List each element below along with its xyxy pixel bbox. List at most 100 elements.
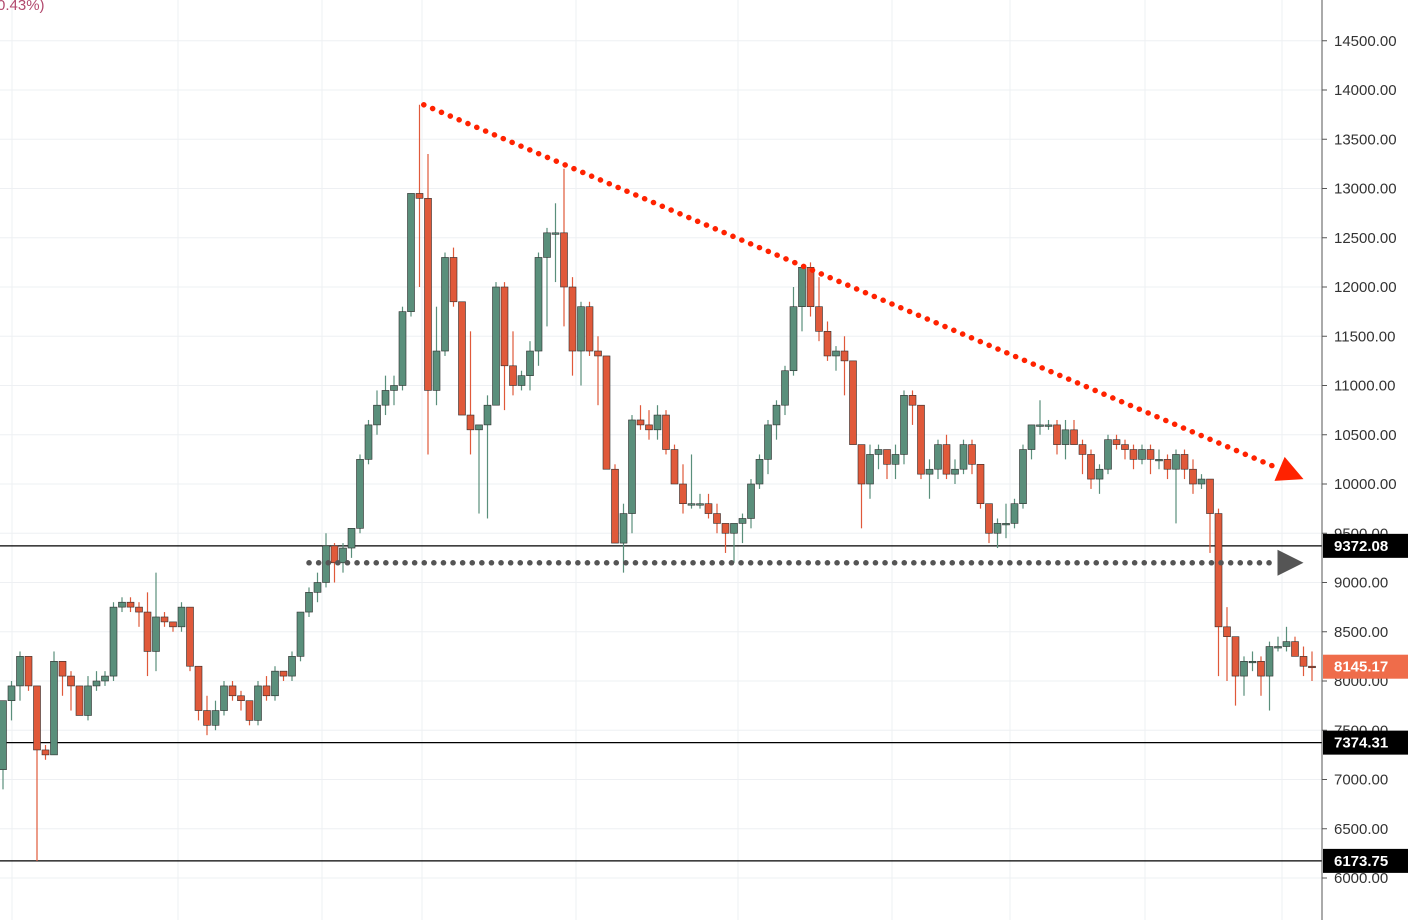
candle-body [58,660,67,677]
candle-body [1010,503,1019,524]
grid-lines [0,0,1322,920]
candle [1138,444,1146,465]
annotation-line-0[interactable] [421,102,1283,472]
candle-body [704,503,713,514]
candle-body [296,611,305,657]
candle [279,670,288,681]
candle-body [50,660,58,756]
candle-body [356,459,364,529]
candle-body [645,424,653,431]
candle-body [126,601,135,608]
candle-body [585,306,594,352]
candle-body [568,286,577,352]
candle [534,252,543,366]
candle [764,419,772,475]
candle-body [458,301,466,416]
axis-tick-label: 13000.00 [1334,181,1397,198]
candle-body [407,193,415,312]
candle [211,700,220,731]
candle [24,656,33,691]
candle [976,463,985,509]
axis-tick-label: 11000.00 [1334,378,1395,395]
price-axis[interactable] [1321,0,1408,920]
current-price-label: 8145.17 [1334,659,1388,676]
candle [874,444,883,470]
axis-tick-label: 9000.00 [1334,575,1388,592]
candle [313,572,322,603]
candle-body [1027,424,1036,450]
candle [942,434,951,480]
candle-body [449,257,458,303]
candle-body [993,523,1002,534]
candle [449,247,458,307]
candle-body [1104,439,1112,470]
candle-body [823,331,832,357]
candle-body [1044,424,1053,427]
candle-body [1155,459,1163,462]
candle-body [1197,478,1206,485]
candle-body [424,198,432,391]
candle [670,444,679,485]
candle [755,454,764,489]
candle-body [840,350,849,362]
axis-tick-label: 8500.00 [1334,624,1388,641]
candle-body [968,444,976,465]
candle [16,651,24,701]
candle-body [662,414,670,450]
candle [1240,656,1248,696]
candle [101,671,109,686]
annotations [306,102,1304,576]
candle [305,587,313,617]
candle-body [432,350,441,391]
candle-body [92,680,101,687]
candle-body [186,606,194,667]
candle-body [551,232,560,235]
candle-body [1206,478,1214,514]
candle-body [679,483,687,505]
candle-body [288,656,296,677]
candle [611,464,619,544]
candle-body [883,449,891,465]
candle-body [934,444,942,470]
candle [1291,636,1299,657]
candle [900,390,908,465]
candle [568,277,577,376]
candle-body [866,454,874,485]
candle [271,666,279,701]
candle [415,104,424,287]
candle [262,676,271,701]
candle-body [1231,636,1240,677]
candle [908,390,917,425]
candle [203,695,211,736]
candle [1172,449,1180,524]
candle-body [1240,660,1248,677]
level-label-box [1323,730,1408,755]
annotation-arrowhead-1[interactable] [1277,549,1304,576]
candle [1129,444,1138,470]
candle-body [339,547,347,564]
candle [1248,651,1257,672]
candle [118,597,126,613]
candle [347,528,356,558]
axis-tick-label: 7000.00 [1334,772,1388,789]
candle-body [441,257,449,352]
candle-body [118,601,126,608]
annotation-arrowhead-0[interactable] [1274,456,1304,481]
candle [1308,651,1316,681]
candle-body [7,685,16,701]
candle-body [1223,626,1231,637]
candle [883,449,891,480]
candle-body [1146,449,1155,460]
candle [951,459,959,484]
candle [993,518,1002,549]
candle-body [177,606,186,628]
candle-body [789,306,798,372]
candle-body [492,286,500,406]
candle [1070,419,1078,445]
candle [7,681,16,721]
candle-body [1291,641,1299,657]
candle [925,459,934,499]
candle-body [84,685,92,716]
candle-body [1061,429,1070,445]
